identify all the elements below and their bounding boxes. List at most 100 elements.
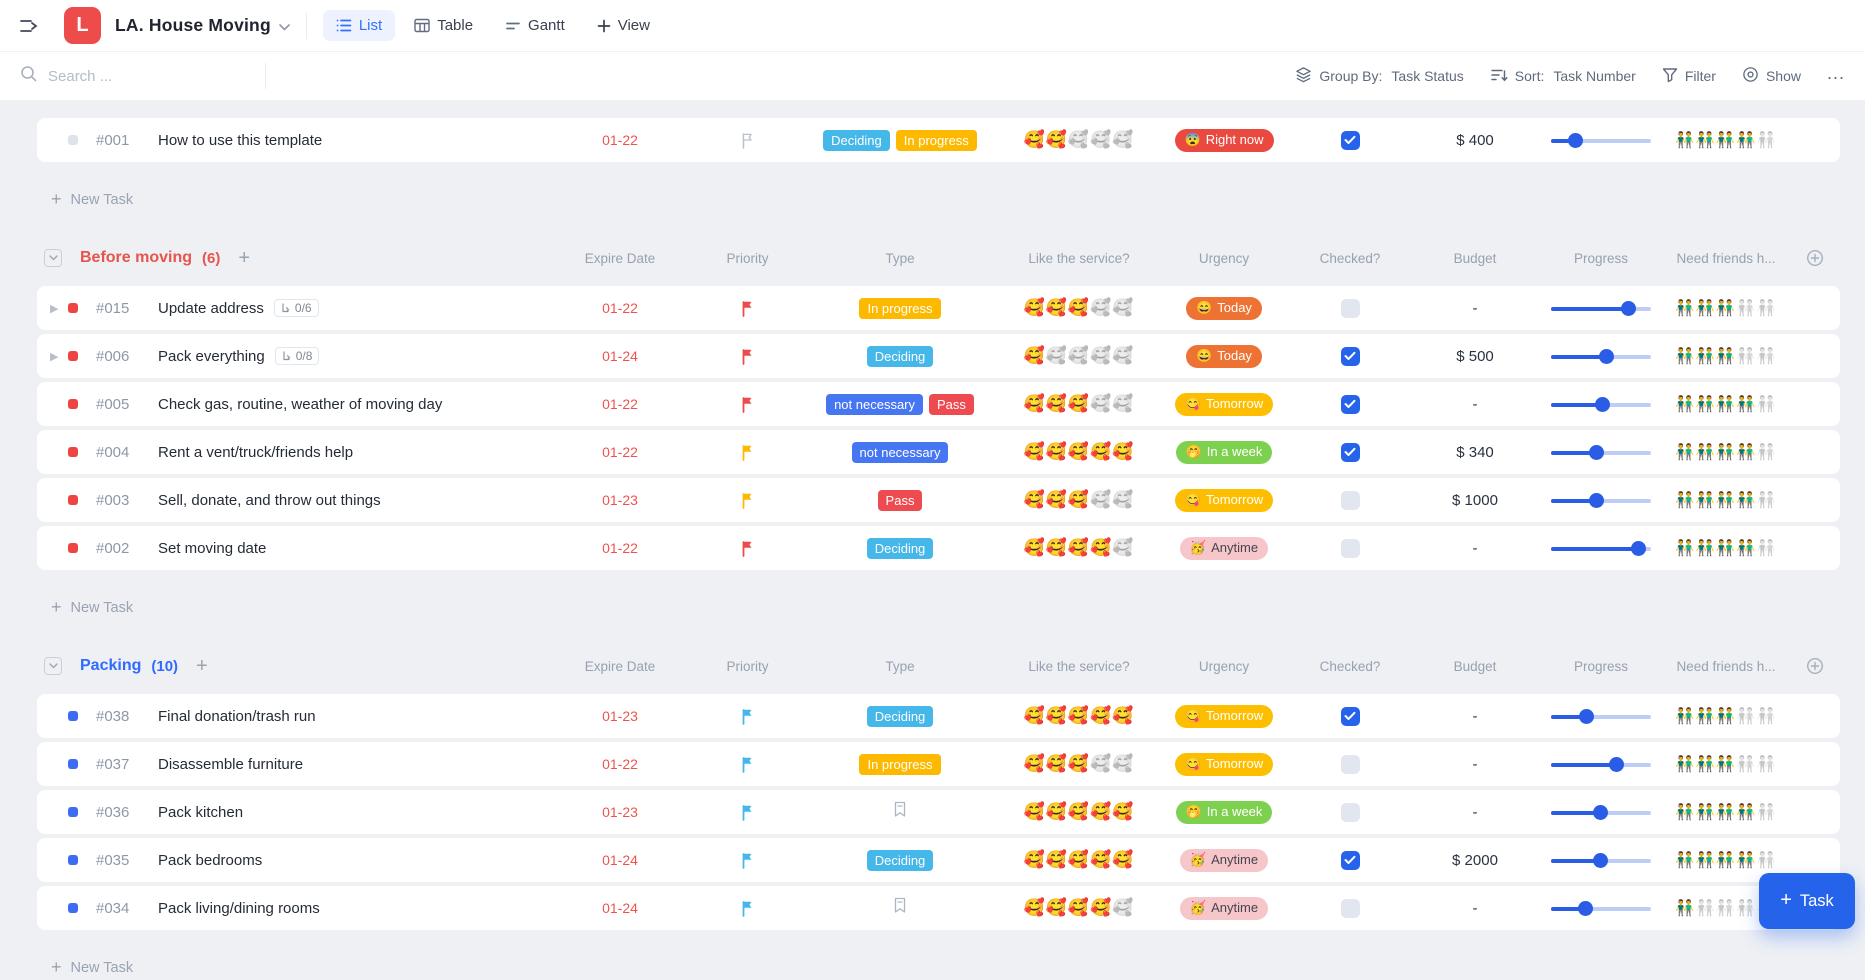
priority-flag-icon[interactable] <box>695 804 800 821</box>
budget-value[interactable]: - <box>1472 803 1478 821</box>
task-title[interactable]: Update address <box>158 299 264 317</box>
task-title[interactable]: Pack everything <box>158 347 265 365</box>
status-bullet[interactable] <box>68 759 78 769</box>
column-header[interactable]: Need friends h... <box>1676 250 1776 266</box>
group-by-control[interactable]: Group By: Task Status <box>1295 66 1464 86</box>
friends-rating[interactable]: 👬👬👬👬👬 <box>1675 755 1777 773</box>
progress-slider[interactable] <box>1551 756 1651 772</box>
urgency-badge[interactable]: 🥳 Anytime <box>1179 848 1269 872</box>
expire-date[interactable]: 01-23 <box>602 708 638 724</box>
task-title[interactable]: Sell, donate, and throw out things <box>158 491 381 509</box>
task-title[interactable]: Final donation/trash run <box>158 707 316 725</box>
tab-table[interactable]: Table <box>401 10 486 41</box>
checked-checkbox[interactable] <box>1340 898 1360 918</box>
urgency-badge[interactable]: 😨 Right now <box>1174 128 1274 152</box>
add-column-icon[interactable] <box>1806 249 1824 267</box>
expire-date[interactable]: 01-22 <box>602 396 638 412</box>
expire-date[interactable]: 01-22 <box>602 540 638 556</box>
task-row[interactable]: ▶ #006 Pack everything 0/8 01-24 Decidin… <box>37 334 1840 378</box>
status-bullet[interactable] <box>68 711 78 721</box>
urgency-badge[interactable]: 🥳 Anytime <box>1179 896 1269 920</box>
task-title[interactable]: Pack living/dining rooms <box>158 899 320 917</box>
group-name[interactable]: Before moving <box>80 249 193 266</box>
service-rating[interactable]: 🥰🥰🥰🥰🥰 <box>1023 442 1135 461</box>
task-row[interactable]: #038 Final donation/trash run 01-23 Deci… <box>37 694 1840 738</box>
urgency-badge[interactable]: 😄 Today <box>1186 296 1262 320</box>
type-cell[interactable] <box>800 801 1000 823</box>
type-cell[interactable]: Deciding <box>800 705 1000 727</box>
type-cell[interactable]: Pass <box>800 489 1000 511</box>
task-title[interactable]: Pack bedrooms <box>158 851 263 869</box>
progress-slider[interactable] <box>1551 900 1651 916</box>
collapse-group-icon[interactable] <box>44 657 62 675</box>
priority-flag-icon[interactable] <box>695 540 800 557</box>
column-header[interactable]: Type <box>885 250 915 266</box>
progress-slider[interactable] <box>1551 492 1651 508</box>
group-name[interactable]: Packing <box>80 657 142 674</box>
checked-checkbox[interactable] <box>1340 538 1360 558</box>
urgency-badge[interactable]: 🤭 In a week <box>1175 440 1273 464</box>
column-header[interactable]: Priority <box>726 250 769 266</box>
column-header[interactable]: Urgency <box>1198 250 1250 266</box>
progress-slider[interactable] <box>1551 852 1651 868</box>
type-tag[interactable]: Deciding <box>866 537 934 559</box>
priority-flag-icon[interactable] <box>695 444 800 461</box>
expire-date[interactable]: 01-24 <box>602 900 638 916</box>
expand-arrow-icon[interactable]: ▶ <box>50 302 59 315</box>
tab-list[interactable]: List <box>322 10 396 41</box>
task-row[interactable]: #036 Pack kitchen 01-23 🥰🥰🥰🥰🥰 🤭 In a week… <box>37 790 1840 834</box>
task-title[interactable]: Rent a vent/truck/friends help <box>158 443 354 461</box>
service-rating[interactable]: 🥰🥰🥰🥰🥰 <box>1023 130 1135 149</box>
friends-rating[interactable]: 👬👬👬👬👬 <box>1675 491 1777 509</box>
task-title[interactable]: Pack kitchen <box>158 803 244 821</box>
progress-slider[interactable] <box>1551 804 1651 820</box>
add-task-to-group-icon[interactable]: + <box>238 247 251 269</box>
task-title[interactable]: Check gas, routine, weather of moving da… <box>158 395 443 413</box>
budget-value[interactable]: $ 1000 <box>1452 491 1498 509</box>
expire-date[interactable]: 01-24 <box>602 348 638 364</box>
friends-rating[interactable]: 👬👬👬👬👬 <box>1675 803 1777 821</box>
progress-slider[interactable] <box>1551 396 1651 412</box>
status-bullet[interactable] <box>68 495 78 505</box>
budget-value[interactable]: $ 400 <box>1456 131 1494 149</box>
budget-value[interactable]: - <box>1472 395 1478 413</box>
add-column-icon[interactable] <box>1806 657 1824 675</box>
service-rating[interactable]: 🥰🥰🥰🥰🥰 <box>1023 298 1135 317</box>
status-bullet[interactable] <box>68 399 78 409</box>
chevron-down-icon[interactable] <box>279 18 290 36</box>
column-header[interactable]: Checked? <box>1319 250 1381 266</box>
type-tag[interactable]: Deciding <box>866 705 934 727</box>
priority-flag-icon[interactable] <box>695 852 800 869</box>
progress-slider[interactable] <box>1551 132 1651 148</box>
type-cell[interactable]: In progress <box>800 297 1000 319</box>
checked-checkbox[interactable] <box>1340 130 1360 150</box>
priority-flag-icon[interactable] <box>695 756 800 773</box>
type-tag[interactable]: not necessary <box>851 441 949 463</box>
service-rating[interactable]: 🥰🥰🥰🥰🥰 <box>1023 538 1135 557</box>
service-rating[interactable]: 🥰🥰🥰🥰🥰 <box>1023 754 1135 773</box>
budget-value[interactable]: $ 500 <box>1456 347 1494 365</box>
friends-rating[interactable]: 👬👬👬👬👬 <box>1675 131 1777 149</box>
column-header[interactable]: Checked? <box>1319 658 1381 674</box>
progress-slider[interactable] <box>1551 444 1651 460</box>
task-title[interactable]: Set moving date <box>158 539 267 557</box>
type-tag[interactable]: Pass <box>877 489 923 511</box>
checked-checkbox[interactable] <box>1340 298 1360 318</box>
column-header[interactable]: Budget <box>1453 658 1497 674</box>
type-tag[interactable]: In progress <box>859 297 941 319</box>
column-header[interactable]: Type <box>885 658 915 674</box>
service-rating[interactable]: 🥰🥰🥰🥰🥰 <box>1023 490 1135 509</box>
checked-checkbox[interactable] <box>1340 754 1360 774</box>
type-cell[interactable] <box>800 897 1000 919</box>
friends-rating[interactable]: 👬👬👬👬👬 <box>1675 395 1777 413</box>
type-cell[interactable]: Deciding <box>800 345 1000 367</box>
task-title[interactable]: How to use this template <box>158 131 323 149</box>
urgency-badge[interactable]: 🤭 In a week <box>1175 800 1273 824</box>
friends-rating[interactable]: 👬👬👬👬👬 <box>1675 347 1777 365</box>
sort-control[interactable]: Sort: Task Number <box>1490 67 1636 86</box>
type-cell[interactable]: Deciding <box>800 849 1000 871</box>
column-header[interactable]: Need friends h... <box>1676 658 1776 674</box>
add-task-button[interactable]: + Task <box>1759 873 1855 929</box>
type-tag[interactable]: In progress <box>859 753 941 775</box>
friends-rating[interactable]: 👬👬👬👬👬 <box>1675 299 1777 317</box>
